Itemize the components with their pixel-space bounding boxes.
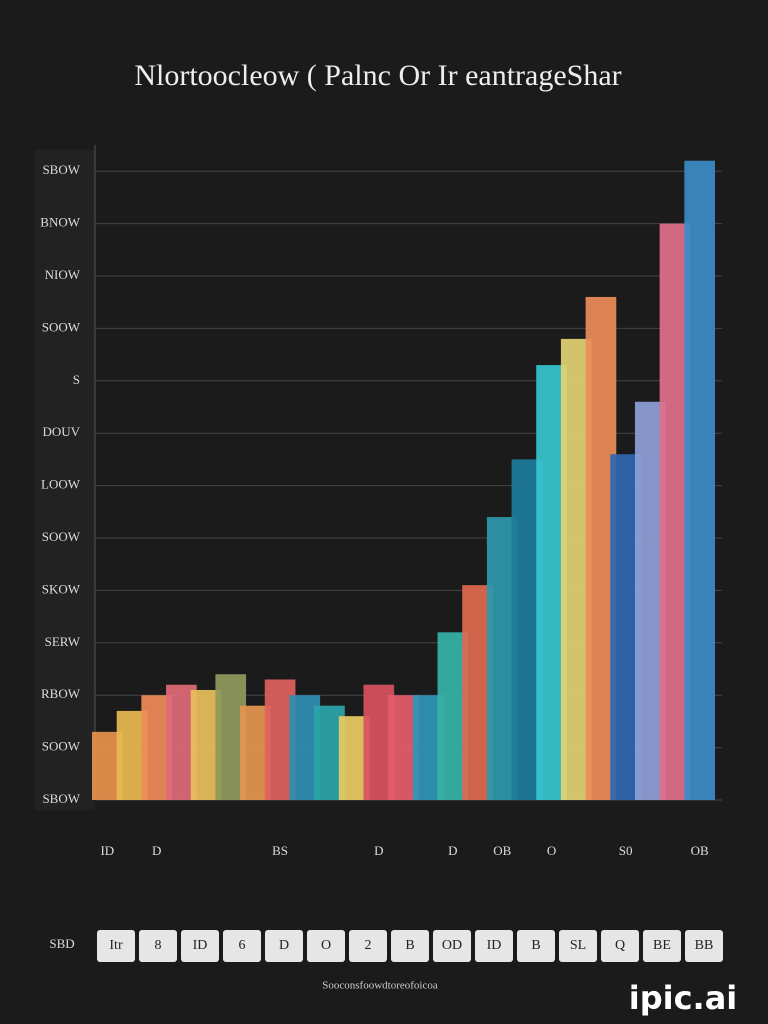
footer-box (307, 930, 345, 962)
x-tick-label: BS (272, 843, 288, 858)
footer-box-label: Q (615, 938, 625, 953)
y-tick-label: SBOW (42, 791, 80, 806)
x-tick-label: OB (493, 843, 511, 858)
x-tick-label: OB (691, 843, 709, 858)
x-tick-label: O (547, 843, 556, 858)
x-tick-label: D (448, 843, 457, 858)
axis-panel (35, 150, 95, 810)
y-tick-label: RBOW (41, 686, 81, 701)
footer-box-label: O (321, 938, 331, 953)
y-tick-label: SOOW (42, 319, 81, 334)
footer-box-label: D (279, 938, 289, 953)
footer-box-label: B (531, 938, 540, 953)
x-tick-label: D (374, 843, 383, 858)
y-tick-label: NIOW (45, 267, 81, 282)
footer-box (181, 930, 219, 962)
footer-box-label: 8 (155, 938, 162, 953)
y-tick-label: SKOW (42, 581, 81, 596)
footer-box (685, 930, 723, 962)
y-tick-label: SOOW (42, 529, 81, 544)
y-tick-label: SOOW (42, 739, 81, 754)
footer-box (265, 930, 303, 962)
footer-box (139, 930, 177, 962)
caption: Sooconsfoowdtoreofoicoa (322, 980, 438, 992)
footer-box-label: ID (193, 938, 208, 953)
footer-box-label: ID (487, 938, 502, 953)
footer-box-label: B (405, 938, 414, 953)
footer-box (643, 930, 681, 962)
footer-label: SBD (49, 936, 74, 951)
y-tick-label: S (73, 372, 80, 387)
footer-box-label: 2 (365, 938, 372, 953)
x-tick-label: S0 (619, 843, 633, 858)
footer-box (97, 930, 135, 962)
footer-box (475, 930, 513, 962)
footer-box-label: SL (570, 938, 586, 953)
footer-box (391, 930, 429, 962)
footer-box (601, 930, 639, 962)
footer-box (433, 930, 471, 962)
y-tick-label: DOUV (42, 424, 80, 439)
footer-box-label: OD (442, 938, 462, 953)
footer-box-label: Itr (109, 938, 123, 953)
footer-box (559, 930, 597, 962)
y-tick-label: SERW (45, 634, 81, 649)
footer-box-label: BE (653, 938, 671, 953)
y-tick-label: SBOW (42, 162, 80, 177)
y-tick-label: BNOW (40, 215, 80, 230)
y-tick-label: LOOW (41, 477, 81, 492)
bar (684, 160, 715, 801)
footer-box (517, 930, 555, 962)
footer-box-label: 6 (239, 938, 246, 953)
x-tick-label: ID (100, 843, 114, 858)
watermark: ipic.ai (629, 979, 738, 1017)
footer-box (349, 930, 387, 962)
footer-box-label: BB (695, 938, 714, 953)
x-tick-label: D (152, 843, 161, 858)
footer-box (223, 930, 261, 962)
chart-title: Nlortoocleow ( Palnc Or Ir eantrageShar (134, 59, 621, 92)
